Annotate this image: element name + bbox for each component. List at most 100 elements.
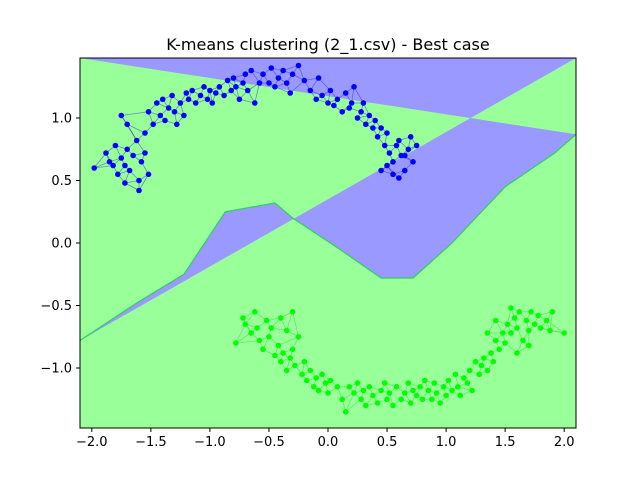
- x-tick-label: 0.0: [318, 435, 339, 450]
- data-point-blue: [244, 87, 251, 94]
- data-point-green: [511, 315, 518, 321]
- data-point-green: [292, 362, 298, 369]
- data-point-green: [325, 390, 331, 396]
- data-point-blue: [283, 80, 290, 86]
- data-point-green: [370, 392, 376, 399]
- data-point-blue: [169, 92, 175, 99]
- cell-edge: [94, 165, 114, 169]
- x-tick-label: 1.5: [495, 435, 516, 450]
- data-point-blue: [133, 137, 140, 144]
- data-point-green: [523, 317, 530, 324]
- data-point-blue: [183, 90, 190, 96]
- data-point-blue: [165, 105, 172, 111]
- data-point-green: [526, 342, 532, 349]
- data-point-blue: [122, 162, 128, 169]
- data-point-green: [466, 367, 473, 374]
- data-point-blue: [358, 109, 364, 115]
- y-tick-label: −0.5: [40, 299, 72, 314]
- data-point-blue: [124, 121, 130, 128]
- data-point-green: [455, 384, 461, 390]
- data-point-green: [393, 384, 400, 390]
- data-point-green: [492, 337, 499, 344]
- data-point-green: [537, 325, 544, 331]
- data-point-green: [358, 396, 364, 403]
- data-point-green: [386, 390, 393, 396]
- data-point-green: [547, 327, 553, 334]
- data-point-blue: [118, 112, 125, 119]
- data-point-green: [413, 392, 420, 399]
- cell-edge: [138, 174, 149, 191]
- cell-edge: [278, 336, 299, 346]
- data-point-green: [315, 387, 322, 394]
- cluster-boundary: [80, 133, 576, 342]
- cell-edge: [93, 152, 107, 169]
- data-point-blue: [213, 90, 219, 96]
- data-point-green: [398, 396, 405, 403]
- data-point-green: [275, 342, 282, 349]
- data-point-green: [549, 309, 556, 315]
- data-point-blue: [142, 130, 148, 136]
- data-point-blue: [201, 84, 207, 90]
- data-point-green: [417, 384, 423, 390]
- x-tick-label: 2.0: [554, 435, 575, 450]
- data-point-green: [342, 409, 349, 415]
- data-point-green: [322, 380, 329, 386]
- data-point-green: [283, 367, 290, 374]
- data-point-blue: [327, 87, 334, 94]
- data-point-blue: [240, 80, 246, 86]
- data-point-blue: [118, 155, 125, 161]
- data-point-blue: [174, 121, 180, 128]
- data-point-blue: [384, 162, 390, 169]
- data-point-green: [514, 350, 520, 356]
- data-point-green: [240, 315, 246, 321]
- data-point-green: [531, 321, 538, 328]
- data-point-green: [484, 367, 491, 374]
- data-point-blue: [396, 137, 402, 144]
- data-point-green: [478, 362, 485, 369]
- data-point-green: [378, 387, 384, 394]
- data-point-blue: [346, 105, 353, 111]
- data-point-green: [307, 367, 314, 374]
- data-point-blue: [348, 100, 355, 106]
- data-point-green: [437, 400, 444, 406]
- cell-edge: [235, 332, 252, 344]
- data-point-green: [311, 384, 317, 390]
- data-point-green: [433, 390, 440, 396]
- data-point-blue: [372, 117, 379, 124]
- data-point-green: [289, 346, 296, 353]
- data-point-green: [248, 330, 254, 336]
- data-point-green: [516, 309, 523, 315]
- data-point-green: [440, 384, 447, 390]
- data-point-blue: [130, 152, 136, 159]
- data-point-blue: [378, 125, 384, 131]
- data-point-green: [443, 392, 449, 399]
- data-point-green: [496, 346, 503, 353]
- data-point-blue: [407, 134, 414, 140]
- y-tick-label: 0.0: [51, 237, 72, 252]
- cell-edge: [121, 111, 149, 116]
- data-point-blue: [126, 167, 133, 174]
- data-point-blue: [136, 187, 142, 194]
- data-point-blue: [122, 180, 128, 186]
- data-point-green: [319, 371, 325, 378]
- cell-edge: [345, 392, 355, 412]
- y-tick-label: 1.0: [51, 112, 72, 127]
- data-point-blue: [252, 100, 258, 106]
- data-point-green: [452, 371, 459, 378]
- data-point-green: [500, 330, 506, 336]
- data-point-blue: [331, 102, 337, 109]
- data-point-blue: [124, 146, 130, 153]
- region-cluster-blue: [80, 58, 576, 341]
- data-point-green: [366, 384, 373, 390]
- cell-edge: [345, 398, 362, 413]
- data-point-green: [484, 330, 491, 336]
- data-point-blue: [393, 142, 400, 149]
- data-point-green: [490, 358, 497, 365]
- data-point-green: [449, 387, 455, 394]
- data-point-green: [327, 377, 334, 384]
- data-point-blue: [366, 112, 373, 119]
- data-point-green: [502, 340, 508, 346]
- data-point-blue: [159, 96, 166, 103]
- data-point-green: [508, 305, 514, 311]
- data-point-green: [381, 380, 388, 386]
